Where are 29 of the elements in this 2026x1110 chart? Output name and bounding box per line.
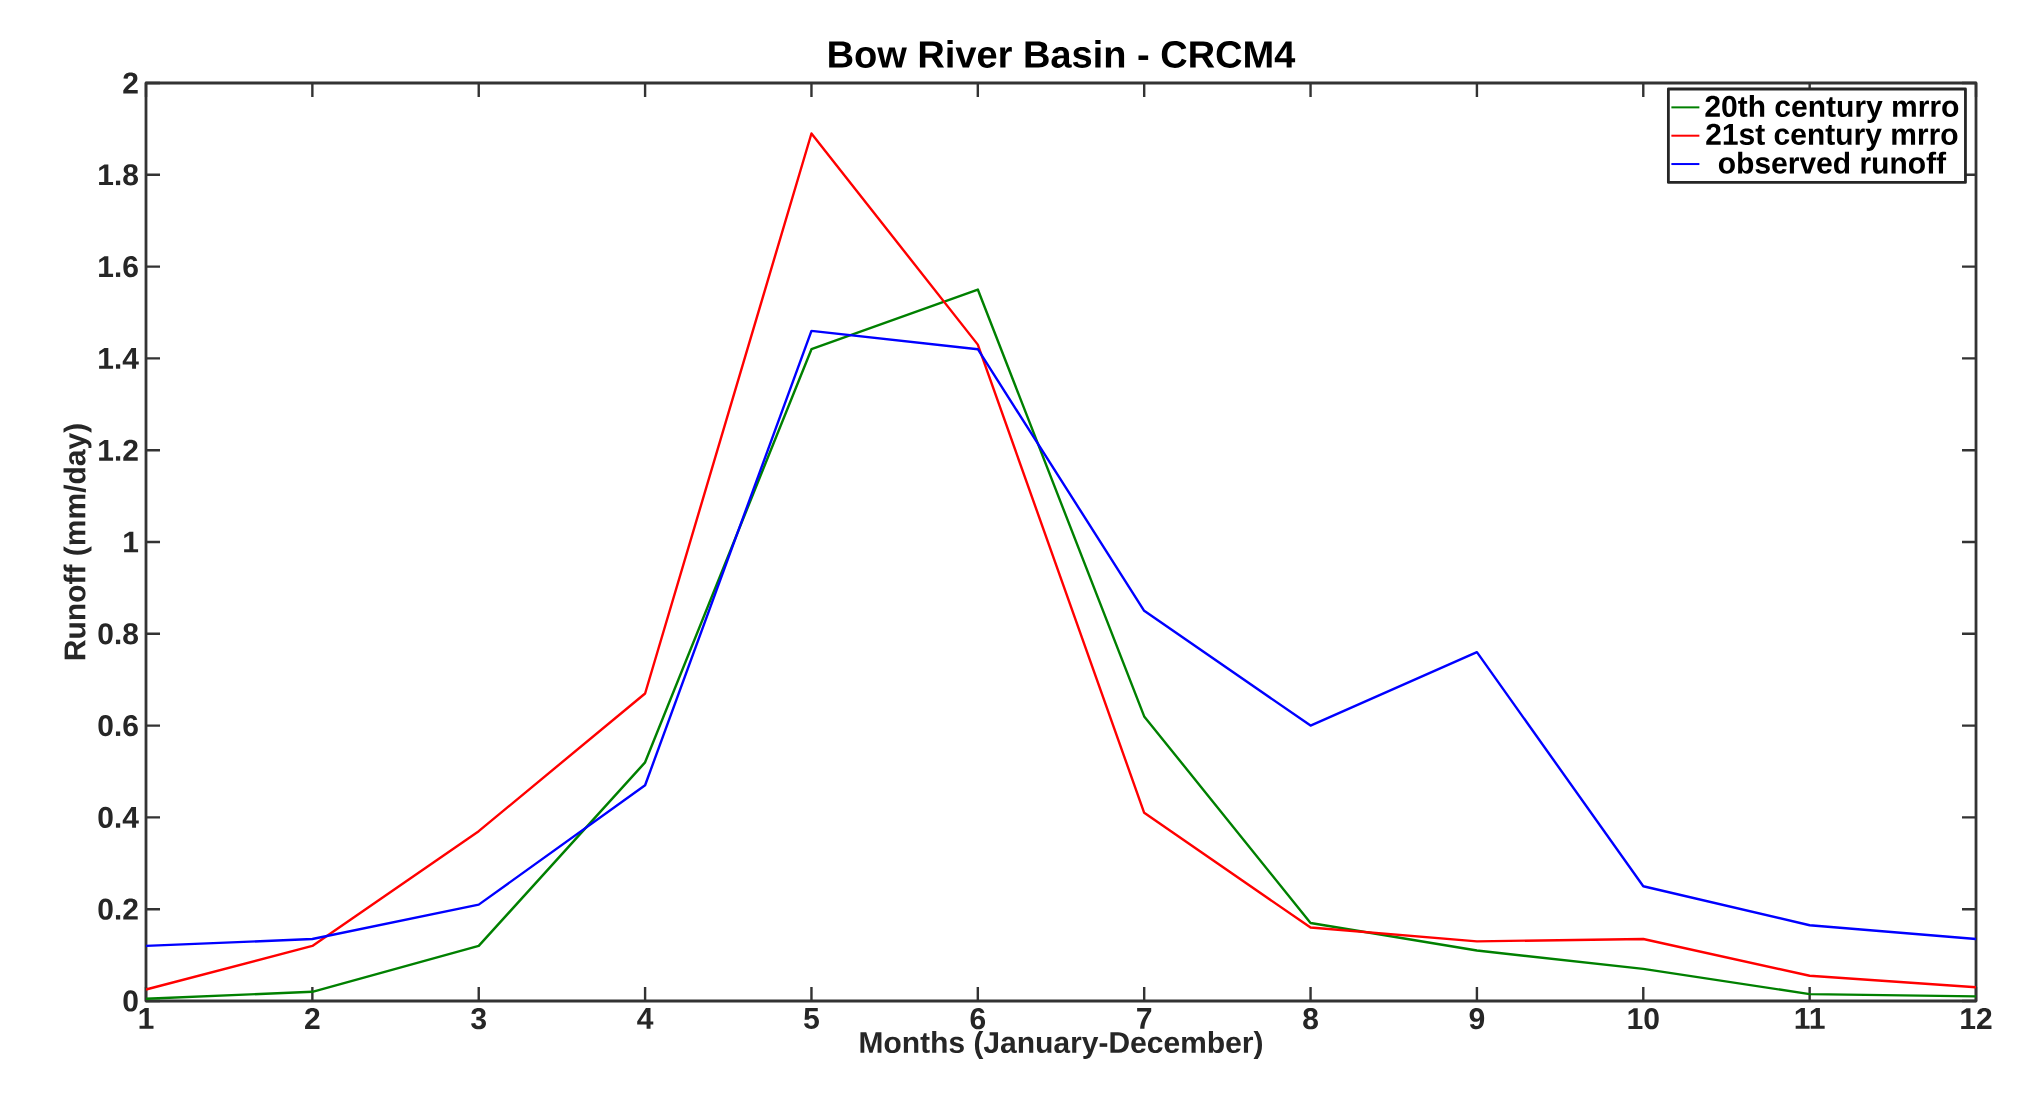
x-tick-label: 5	[804, 1008, 819, 1029]
y-tick-label: 1	[124, 531, 139, 553]
x-tick-label: 4	[637, 1008, 654, 1029]
x-tick-label: 1	[139, 1008, 154, 1029]
x-tick-label: 9	[1469, 1008, 1485, 1030]
y-tick-label: 0.2	[98, 898, 138, 920]
x-tick-label: 3	[471, 1008, 486, 1030]
y-tick-label: 0.6	[98, 714, 138, 737]
legend-label: 21st century mrro	[1706, 123, 1958, 151]
y-tick-label: 1.4	[99, 348, 139, 369]
x-tick-label: 8	[1303, 1008, 1318, 1030]
y-tick-label: 2	[123, 72, 138, 94]
y-tick-label: 1.6	[99, 255, 138, 278]
x-tick-label: 11	[1795, 1008, 1825, 1029]
y-axis-title: Runoff (mm/day)	[63, 424, 92, 660]
x-tick-label: 12	[1961, 1008, 1992, 1030]
x-tick-label: 2	[305, 1008, 320, 1030]
x-tick-label: 7	[1137, 1008, 1152, 1029]
x-tick-label: 10	[1628, 1008, 1659, 1030]
y-tick-label: 0.8	[98, 623, 138, 645]
y-tick-label: 0	[123, 990, 138, 1012]
y-tick-label: 1.8	[99, 164, 138, 186]
x-axis-title: Months (January-December)	[860, 1031, 1262, 1060]
legend-label: 20th century mrro	[1705, 94, 1959, 123]
chart-title: Bow River Basin - CRCM4	[829, 40, 1296, 68]
x-tick-label: 6	[970, 1008, 986, 1030]
legend-label: observed runoff	[1718, 151, 1947, 174]
y-tick-label: 0.4	[98, 806, 139, 829]
y-tick-label: 1.2	[99, 439, 138, 461]
